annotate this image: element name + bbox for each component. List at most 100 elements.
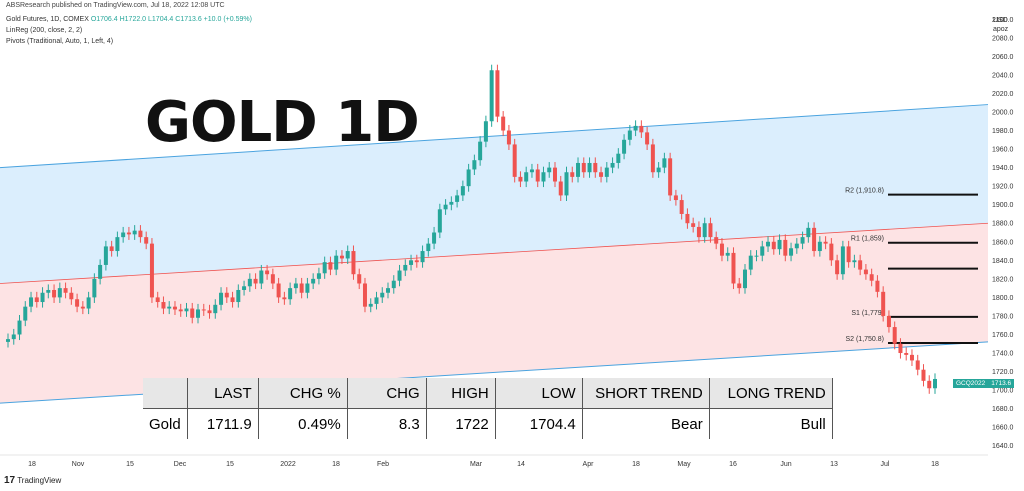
candle-body [599, 172, 604, 177]
candle-body [915, 360, 920, 370]
y-tick-label: 1860.0 [992, 239, 1014, 246]
candle-body [219, 292, 224, 305]
candle-body [610, 162, 615, 168]
candle-body [800, 237, 805, 244]
tradingview-logo[interactable]: 17 TradingView [4, 475, 61, 486]
candle-body [875, 280, 880, 292]
candle-body [794, 243, 799, 249]
candle-body [547, 167, 552, 173]
candle-body [933, 378, 937, 389]
candle-body [138, 230, 143, 238]
candle-body [737, 283, 742, 289]
candle-body [627, 130, 632, 140]
candle-body [299, 283, 304, 293]
candle-body [40, 292, 45, 303]
x-tick-label: 16 [729, 461, 737, 468]
candle-body [420, 251, 425, 263]
candle-body [691, 223, 696, 227]
candle-body [766, 241, 771, 247]
quote-header-row: LAST CHG % CHG HIGH LOW SHORT TREND LONG… [143, 378, 833, 409]
x-tick-label: 14 [517, 461, 525, 468]
candle-body [190, 308, 195, 318]
time-axis[interactable]: 18 Nov 15 Dec 15 2022 18 Feb Mar 14 Apr 18 May 16 Jun 1… [28, 461, 939, 468]
header-cell: LOW [495, 378, 583, 409]
linreg-label: LinReg (200, close, 2, 2) [6, 27, 83, 34]
candle-body [777, 239, 782, 250]
candle-body [581, 162, 586, 173]
candle-body [535, 169, 540, 182]
x-tick-label: Feb [377, 461, 389, 468]
candle-body [172, 306, 177, 310]
candle-body [178, 309, 183, 312]
candle-body [196, 309, 201, 318]
candle-body [345, 251, 350, 259]
candle-body [570, 172, 575, 177]
y-tick-label: 1800.0 [992, 295, 1014, 302]
candle-body [57, 288, 62, 298]
candle-body [132, 230, 137, 235]
candle-body [558, 181, 563, 196]
y-tick-label: 1900.0 [992, 202, 1014, 209]
candle-body [17, 320, 22, 335]
candle-body [63, 288, 68, 293]
candle-body [184, 308, 189, 312]
candle-body [161, 302, 166, 309]
candle-body [846, 246, 851, 263]
tv-icon: 17 [4, 475, 16, 486]
candle-body [11, 334, 16, 340]
ohlc-values: O1706.4 H1722.0 L1704.4 C1713.6 +10.0 (+… [90, 16, 252, 23]
y-tick-label: 1940.0 [992, 165, 1014, 172]
candle-body [898, 343, 903, 354]
candle-body [512, 144, 517, 177]
header-cell: HIGH [426, 378, 496, 409]
candle-body [362, 283, 367, 307]
candle-body [380, 292, 385, 298]
header-cell: LAST [187, 378, 259, 409]
candle-body [869, 274, 874, 281]
candle-body [696, 226, 701, 238]
candle-body [714, 237, 719, 244]
y-tick-label: 1960.0 [992, 147, 1014, 154]
candle-body [230, 297, 235, 303]
x-tick-label: Mar [470, 461, 483, 468]
header-cell: CHG [347, 378, 427, 409]
candle-body [311, 278, 316, 284]
candle-body [34, 297, 39, 303]
candle-body [506, 130, 511, 145]
candle-body [98, 264, 103, 279]
candle-body [155, 297, 160, 303]
candle-body [719, 243, 724, 256]
candle-body [552, 167, 557, 182]
badge-value: 1713.6 [988, 379, 1015, 388]
candle-body [409, 260, 414, 265]
x-tick-label: 18 [632, 461, 640, 468]
quote-data-row: Gold 1711.9 0.49% 8.3 1722 1704.4 Bear B… [143, 408, 833, 439]
candle-body [52, 289, 57, 298]
candle-body [760, 246, 765, 256]
x-tick-label: 15 [226, 461, 234, 468]
candle-body [437, 209, 442, 233]
candle-body [921, 369, 926, 381]
candle-body [892, 327, 897, 344]
candle-body [863, 269, 868, 275]
cell-low: 1704.4 [495, 408, 583, 439]
candle-body [144, 237, 149, 244]
y-tick-label: 1840.0 [992, 258, 1014, 265]
x-tick-label: 13 [830, 461, 838, 468]
header-cell: CHG % [258, 378, 348, 409]
candle-body [149, 243, 154, 298]
candle-body [806, 227, 811, 238]
candle-body [593, 162, 598, 173]
candle-body [455, 195, 460, 202]
candle-body [265, 270, 270, 275]
candles [6, 64, 937, 394]
price-axis[interactable]: 1640.0 1660.0 1680.0 1700.0 1720.0 1740.0 1760… [992, 17, 1014, 450]
y-tick-label: 2040.0 [992, 72, 1014, 79]
candle-body [276, 283, 281, 298]
candle-body [397, 270, 402, 281]
candle-body [679, 200, 684, 214]
header-cell: LONG TREND [709, 378, 833, 409]
candle-body [501, 116, 506, 131]
lower-band-fill [0, 223, 988, 404]
